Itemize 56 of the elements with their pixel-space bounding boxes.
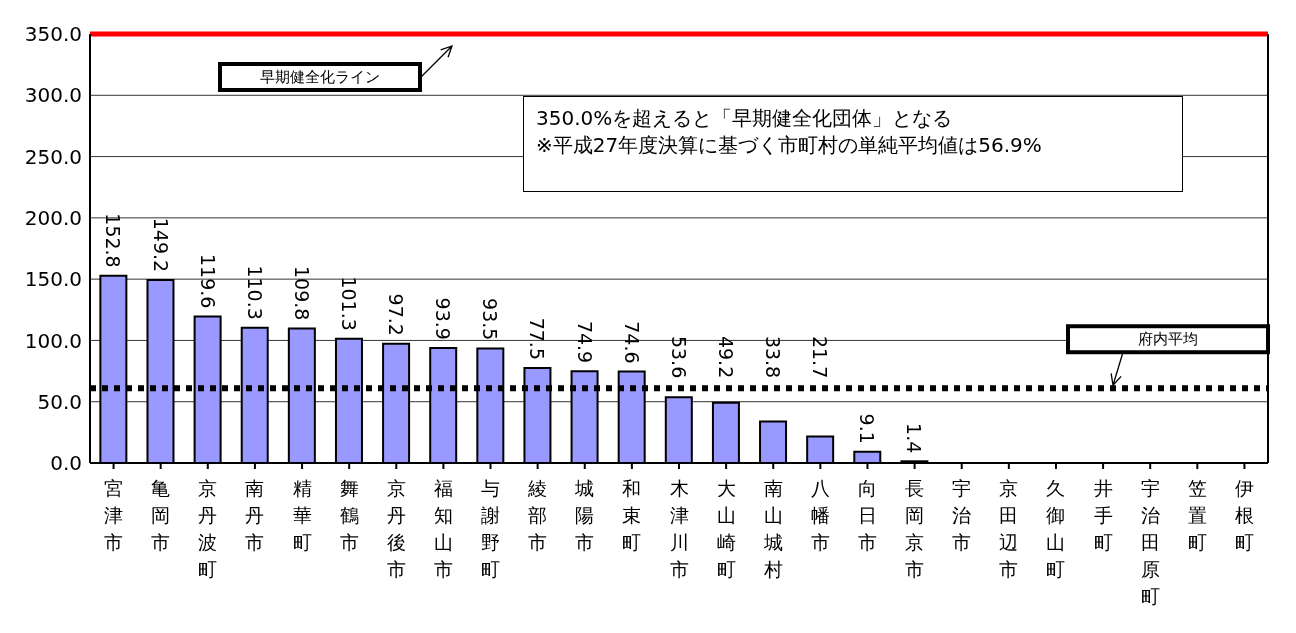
note-box: 350.0%を超えると「早期健全化団体」となる ※平成27年度決算に基づく市町村の単純平均値は56.9% bbox=[523, 96, 1183, 192]
x-tick-label: 亀岡市 bbox=[151, 477, 171, 553]
data-label: 49.2 bbox=[714, 335, 737, 379]
x-tick-label: 大山崎町 bbox=[716, 477, 736, 580]
y-tick-label: 200.0 bbox=[24, 205, 82, 230]
y-tick-label: 250.0 bbox=[24, 144, 82, 169]
data-label: 1.4 bbox=[903, 423, 926, 454]
x-tick-label: 舞鶴市 bbox=[339, 477, 359, 553]
data-label: 21.7 bbox=[809, 335, 832, 379]
data-label: 93.9 bbox=[432, 297, 455, 340]
x-tick-label: 京田辺市 bbox=[999, 477, 1019, 580]
x-tick-label: 宮津市 bbox=[104, 477, 124, 553]
x-tick-label: 八幡市 bbox=[810, 477, 830, 553]
x-tick-label: 福知山市 bbox=[433, 477, 453, 580]
x-tick-label: 向日市 bbox=[857, 477, 877, 553]
ref-line-label: 府内平均 bbox=[1138, 330, 1198, 349]
data-label: 110.3 bbox=[243, 265, 266, 320]
data-label: 149.2 bbox=[149, 217, 172, 273]
y-tick-label: 300.0 bbox=[24, 83, 82, 108]
data-label: 74.6 bbox=[620, 321, 643, 364]
x-tick-label: 城陽市 bbox=[574, 477, 595, 553]
y-tick-label: 50.0 bbox=[37, 389, 82, 414]
y-tick-label: 150.0 bbox=[24, 267, 82, 292]
ref-line-label: 早期健全化ライン bbox=[260, 68, 380, 86]
data-label: 109.8 bbox=[290, 266, 313, 321]
x-tick-label: 宇治田原町 bbox=[1140, 477, 1160, 607]
data-label: 33.8 bbox=[762, 335, 785, 379]
x-tick-label: 久御山町 bbox=[1046, 477, 1066, 580]
y-tick-label: 100.0 bbox=[24, 328, 82, 353]
data-label: 152.8 bbox=[102, 213, 125, 268]
data-label: 93.5 bbox=[479, 298, 502, 341]
x-tick-label: 宇治市 bbox=[952, 477, 972, 553]
x-tick-label: 精華町 bbox=[292, 477, 312, 553]
x-tick-label: 和束町 bbox=[622, 477, 642, 553]
x-tick-label: 伊根町 bbox=[1234, 477, 1254, 553]
data-label: 9.1 bbox=[856, 413, 879, 444]
data-label: 74.9 bbox=[573, 320, 596, 364]
x-tick-label: 長岡京市 bbox=[905, 477, 925, 580]
data-label: 97.2 bbox=[385, 293, 408, 336]
y-tick-label: 350.0 bbox=[24, 22, 82, 47]
x-tick-label: 綾部市 bbox=[527, 477, 548, 553]
x-tick-label: 南山城村 bbox=[762, 477, 783, 580]
x-tick-label: 井手町 bbox=[1093, 477, 1113, 553]
y-tick-label: 0.0 bbox=[50, 451, 82, 476]
x-tick-label: 与謝野町 bbox=[481, 477, 501, 580]
data-label: 77.5 bbox=[526, 317, 549, 361]
x-tick-label: 笠置町 bbox=[1187, 477, 1207, 553]
x-tick-label: 京丹波町 bbox=[198, 477, 218, 580]
x-tick-label: 南丹市 bbox=[245, 477, 265, 553]
annotation: 350.0%を超えると「早期健全化団体」となる bbox=[536, 105, 954, 132]
x-tick-label: 京丹後市 bbox=[386, 477, 406, 580]
x-tick-label: 木津川市 bbox=[669, 477, 689, 580]
data-label: 53.6 bbox=[667, 335, 690, 379]
annotation: ※平成27年度決算に基づく市町村の単純平均値は56.9% bbox=[536, 132, 1043, 159]
data-label: 119.6 bbox=[196, 254, 219, 309]
data-label: 101.3 bbox=[337, 276, 360, 331]
